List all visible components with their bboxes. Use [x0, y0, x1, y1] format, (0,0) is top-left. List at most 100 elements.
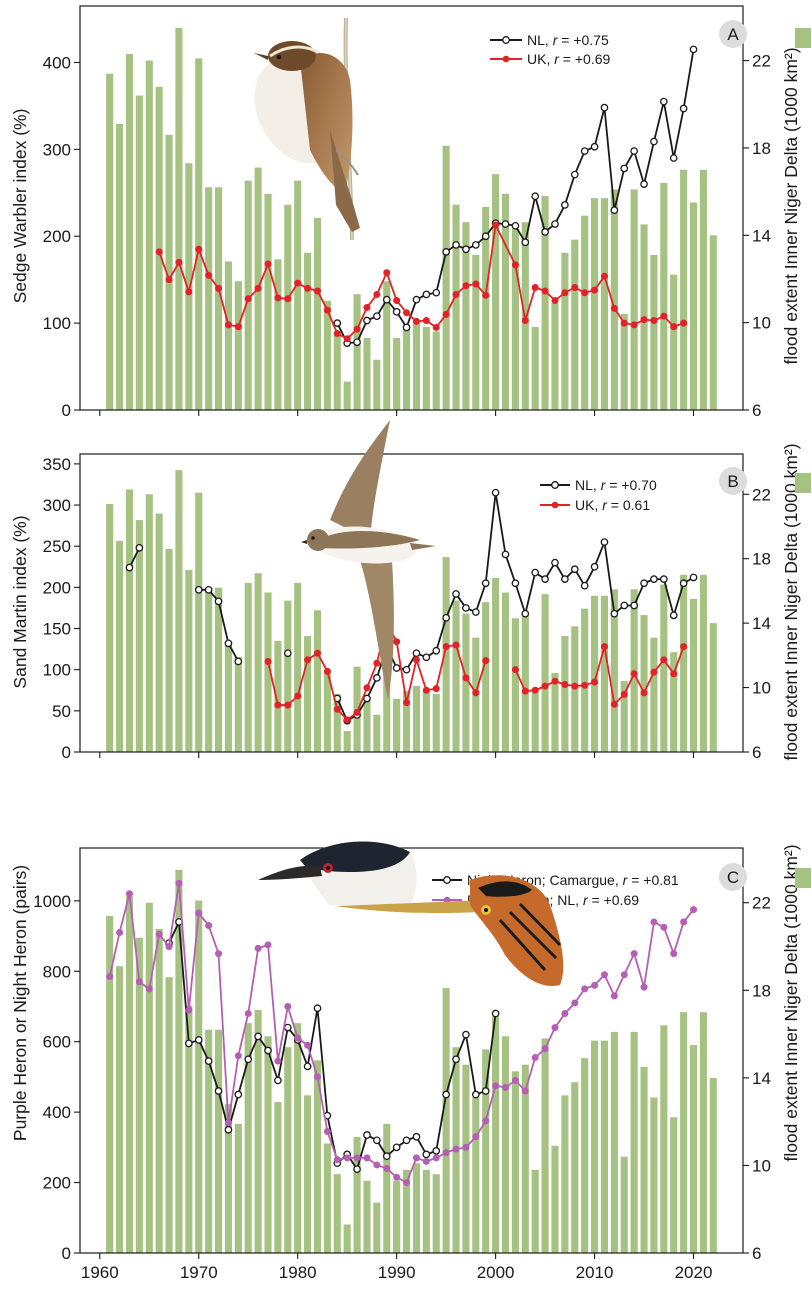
point-a-0-2007 [562, 202, 568, 208]
point-c-0-1982 [314, 1005, 320, 1011]
flood-bar-c-1983 [324, 1144, 331, 1253]
left-tick-label-c-400: 400 [43, 1103, 71, 1122]
y-axis-label-c: Purple Heron or Night Heron (pairs) [10, 865, 30, 1141]
point-c-1-1977 [265, 942, 271, 948]
legend-r-uk-b: 0.61 [623, 497, 650, 513]
flood-bar-a-1982 [314, 218, 321, 410]
point-b-0-2012 [611, 611, 617, 617]
point-a-1-1986 [354, 326, 360, 332]
point-b-1-1994 [433, 685, 439, 691]
point-b-0-2009 [581, 583, 587, 589]
flood-bar-c-1977 [264, 1036, 271, 1253]
point-c-0-1992 [413, 1134, 419, 1140]
flood-bar-a-1985 [344, 382, 351, 410]
point-c-1-1999 [483, 1118, 489, 1124]
right-tick-label-c-10: 10 [752, 1156, 771, 1175]
point-b-0-2002 [512, 580, 518, 586]
right-axis-a: 610141822 [743, 52, 771, 420]
point-c-0-1990 [393, 1144, 399, 1150]
flood-bar-c-1998 [472, 1098, 479, 1253]
point-a-0-2019 [680, 105, 686, 111]
flood-bar-c-1967 [166, 977, 173, 1253]
point-c-1-1993 [423, 1158, 429, 1164]
panel-sedge-warbler: 0100200300400 610141822 Sedge Warbler in… [10, 6, 811, 420]
flood-bar-a-1995 [443, 146, 450, 410]
point-a-1-1999 [483, 292, 489, 298]
flood-bar-c-1974 [235, 1124, 242, 1253]
point-b-0-1987 [364, 695, 370, 701]
point-b-1-2019 [680, 643, 686, 649]
flood-bar-b-2019 [680, 575, 687, 752]
point-c-1-2018 [671, 950, 677, 956]
left-tick-label-a-300: 300 [43, 140, 71, 159]
point-c-1-1978 [275, 1058, 281, 1064]
point-a-1-2012 [611, 305, 617, 311]
legend-name-nl-a: NL [527, 32, 545, 48]
series-line-b-1-1 [515, 647, 683, 705]
point-a-1-2005 [542, 288, 548, 294]
point-b-0-2013 [621, 602, 627, 608]
flood-bar-a-2022 [710, 235, 717, 410]
x-tick-label-1990: 1990 [378, 1263, 416, 1282]
point-c-1-2011 [601, 972, 607, 978]
legend-marker-nl-a [503, 37, 510, 44]
left-tick-label-c-200: 200 [43, 1174, 71, 1193]
point-c-0-1987 [364, 1132, 370, 1138]
flood-bar-c-1993 [423, 1170, 430, 1253]
point-b-0-2007 [562, 576, 568, 582]
legend-swatch-flood-a [795, 28, 811, 48]
point-c-1-2015 [641, 984, 647, 990]
x-tick-label-2010: 2010 [576, 1263, 614, 1282]
point-a-0-1987 [364, 317, 370, 323]
point-c-0-1993 [423, 1151, 429, 1157]
point-b-0-2011 [601, 539, 607, 545]
point-c-1-2006 [552, 1024, 558, 1030]
point-a-1-1990 [393, 297, 399, 303]
point-a-1-2006 [552, 297, 558, 303]
point-c-1-1967 [166, 943, 172, 949]
point-c-0-1986 [354, 1166, 360, 1172]
point-b-1-1979 [285, 702, 291, 708]
flood-bar-c-1978 [274, 1102, 281, 1253]
point-a-1-1994 [433, 324, 439, 330]
flood-bar-b-1970 [195, 493, 202, 752]
point-b-1-2018 [671, 671, 677, 677]
flood-bar-b-1992 [413, 686, 420, 752]
point-a-1-1992 [413, 318, 419, 324]
point-c-1-1992 [413, 1155, 419, 1161]
flood-bar-c-2005 [542, 1038, 549, 1253]
point-c-1-1969 [186, 1007, 192, 1013]
point-b-0-1972 [215, 598, 221, 604]
point-a-1-1977 [265, 261, 271, 267]
point-b-0-2004 [532, 569, 538, 575]
point-a-0-1984 [334, 320, 340, 326]
point-b-1-1993 [423, 687, 429, 693]
flood-bar-c-2000 [492, 1017, 499, 1253]
point-a-1-1997 [463, 283, 469, 289]
point-a-0-2002 [512, 223, 518, 229]
flood-bar-b-1985 [344, 731, 351, 752]
flood-bar-b-1987 [363, 699, 370, 752]
flood-bar-a-2017 [660, 183, 667, 410]
point-c-1-1976 [255, 945, 261, 951]
point-c-1-1962 [116, 929, 122, 935]
point-b-0-1973 [225, 640, 231, 646]
point-b-1-1977 [265, 658, 271, 664]
point-a-0-2006 [552, 221, 558, 227]
flood-bar-b-1990 [393, 699, 400, 752]
point-a-0-2001 [502, 221, 508, 227]
flood-bar-c-2004 [532, 1170, 539, 1253]
point-b-0-1971 [205, 587, 211, 593]
point-b-1-2010 [591, 679, 597, 685]
point-a-1-1998 [473, 281, 479, 287]
flood-bar-b-2005 [542, 594, 549, 752]
left-tick-label-b-50: 50 [52, 702, 71, 721]
point-a-0-1989 [384, 296, 390, 302]
point-b-0-2018 [671, 612, 677, 618]
flood-bar-c-2017 [660, 1025, 667, 1253]
left-axis-c: 02004006008001000 [33, 892, 80, 1263]
point-a-1-2004 [532, 284, 538, 290]
point-b-1-2009 [581, 682, 587, 688]
flood-bar-c-1999 [482, 1049, 489, 1253]
point-b-0-1999 [483, 580, 489, 586]
